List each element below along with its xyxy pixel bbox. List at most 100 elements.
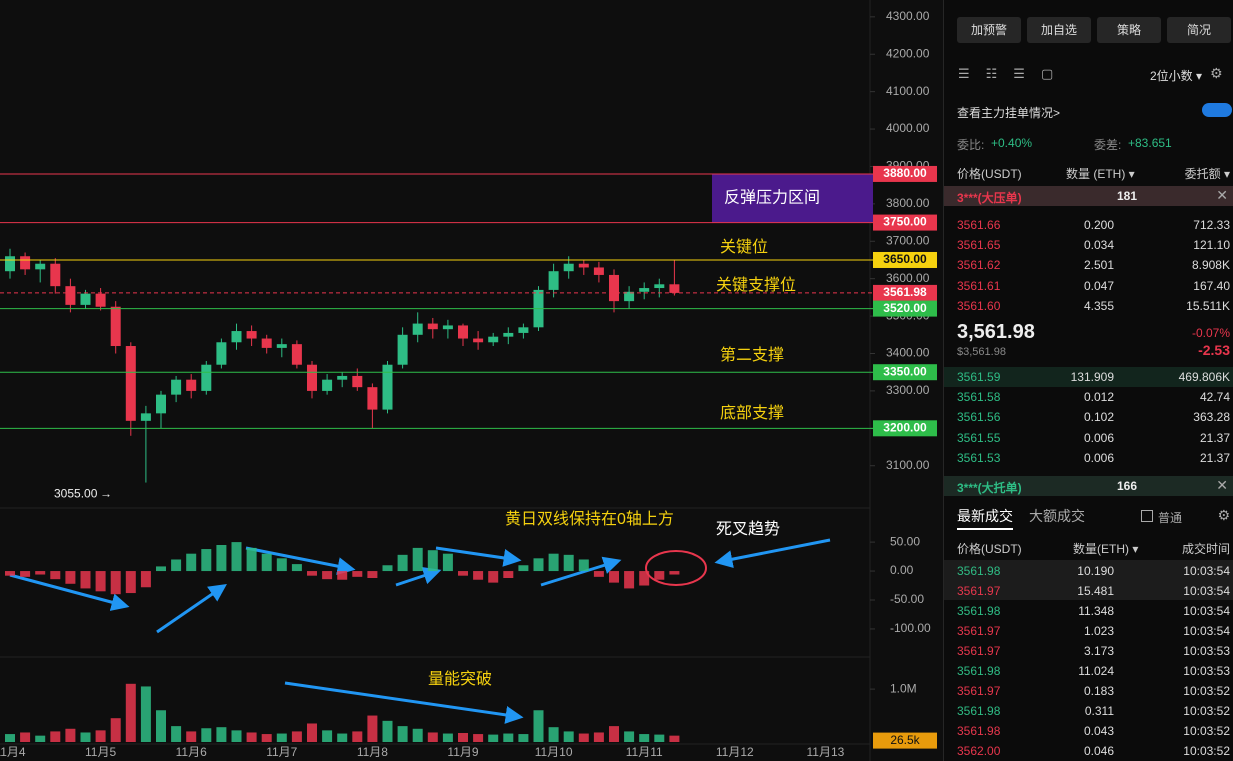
volume-bar (337, 733, 348, 742)
bid-highlight (944, 367, 1233, 387)
annotation: 关键位 (720, 238, 768, 256)
trade-price: 3561.98 (957, 564, 1001, 578)
level-label: 3561.98 (883, 285, 927, 299)
action-btn[interactable]: 策略 (1097, 17, 1161, 43)
volume-bar (593, 732, 604, 742)
action-btn[interactable]: 加预警 (957, 17, 1021, 43)
candle-body (322, 379, 333, 391)
volume-bar (548, 727, 559, 742)
trade-price: 3561.98 (957, 604, 1001, 618)
volume-bar (578, 733, 589, 742)
tab[interactable]: 大额成交 (1029, 508, 1085, 524)
volume-bar (503, 733, 514, 742)
candle-body (201, 364, 212, 391)
volume-bar (156, 710, 166, 742)
big-ask-row (944, 186, 1233, 206)
trade-header: 数量(ETH) ▾ (1073, 542, 1139, 556)
candle-body (397, 334, 408, 365)
tab-active[interactable]: 最新成交 (957, 508, 1013, 524)
volume-bar (367, 715, 378, 742)
volume-tick-label: 1.0M (890, 681, 917, 695)
bid-price: 3561.59 (957, 370, 1001, 384)
volume-bar (639, 734, 650, 742)
candle-body (261, 338, 272, 348)
y-tick-label: 4000.00 (886, 121, 930, 135)
volume-bar (609, 726, 619, 742)
level-tag (873, 214, 937, 231)
macd-bar (80, 571, 91, 589)
macd-bar (35, 571, 46, 575)
level-label: 3650.00 (883, 252, 927, 266)
diff-label: 委差: (1094, 138, 1122, 152)
level-tag (873, 165, 937, 182)
volume-bar (50, 731, 61, 742)
level-tag (873, 284, 937, 301)
ask-amount: 15.511K (1186, 298, 1230, 313)
big-ask-label: 3***(大压单) (957, 191, 1022, 205)
bid-qty: 0.006 (1083, 430, 1114, 445)
macd-bar (171, 559, 182, 572)
ask-amount: 167.40 (1193, 278, 1230, 293)
bid-price: 3561.56 (957, 410, 1001, 425)
trade-header: 成交时间 (1181, 542, 1230, 556)
trade-price: 3561.98 (957, 704, 1001, 718)
y-tick-label: 4300.00 (886, 9, 930, 23)
volume-bar (427, 732, 438, 742)
trade-highlight (944, 560, 1233, 580)
volume-current-label: 26.5k (890, 733, 920, 747)
volume-bar (140, 686, 151, 742)
trade-time: 10:03:52 (1183, 704, 1230, 718)
volume-bar (518, 734, 529, 742)
volume-bar (473, 734, 484, 742)
trade-time: 10:03:53 (1183, 644, 1230, 658)
macd-bar (593, 571, 604, 577)
last-price: 3,561.98 (957, 321, 1035, 343)
trade-price: 3561.97 (957, 644, 1001, 658)
ask-qty: 0.047 (1083, 278, 1114, 293)
trade-price: 3561.98 (957, 724, 1001, 738)
macd-bar (125, 571, 136, 594)
volume-bar (307, 723, 317, 742)
candle-body (367, 387, 378, 410)
candle-body (246, 331, 257, 339)
ratio-label: 委比: (957, 138, 985, 152)
level-label: 3200.00 (883, 420, 927, 434)
candle-body (503, 332, 514, 337)
candle-body (186, 379, 197, 391)
arrows (9, 538, 831, 724)
filter-box (1141, 510, 1153, 522)
macd-bar (216, 545, 227, 572)
macd-bar (50, 571, 61, 580)
decimals-btn[interactable]: 2位小数 ▾ (1150, 69, 1203, 83)
diff: +83.651 (1128, 136, 1172, 150)
bid-price: 3561.55 (957, 430, 1001, 445)
candle-body (50, 263, 61, 287)
action-btn[interactable]: 简况 (1167, 17, 1231, 43)
trade-time: 10:03:52 (1183, 724, 1230, 738)
macd-bar (307, 571, 317, 576)
macd-bar (156, 566, 166, 572)
y-tick-label: 4200.00 (886, 46, 930, 60)
volume-bar (442, 733, 453, 742)
macd-bar (427, 550, 438, 572)
trade-time: 10:03:52 (1183, 684, 1230, 698)
trade-price: 3562.00 (957, 744, 1001, 758)
trade-highlight (944, 580, 1233, 600)
macd-bar (201, 549, 212, 572)
macd-bar (548, 553, 559, 572)
volume-bar (261, 734, 272, 742)
candle-body (80, 293, 91, 305)
tab-underline[interactable] (957, 528, 1013, 530)
macd-bar (442, 553, 453, 572)
trade-qty: 3.173 (1083, 644, 1114, 658)
annotation: 关键支撑位 (716, 276, 796, 294)
ask-price: 3561.60 (957, 298, 1001, 313)
action-btn[interactable]: 加自选 (1027, 17, 1091, 43)
settings-icon: ⚙ (1210, 65, 1223, 81)
x-tick-label: 11月13 (806, 745, 844, 759)
bid-qty: 0.102 (1083, 410, 1114, 425)
bid-amount: 21.37 (1199, 430, 1230, 445)
x-tick-label: 11月8 (357, 745, 388, 759)
change-pct: -0.07% (1191, 326, 1230, 340)
candle-body (578, 263, 589, 268)
